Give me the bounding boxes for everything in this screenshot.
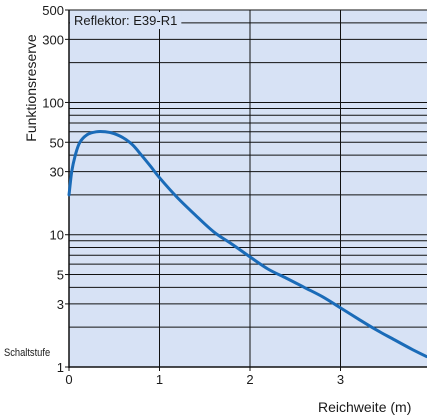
y-tick-label: 500: [42, 3, 64, 18]
x-tick-label: 2: [246, 372, 253, 387]
x-axis-label: Reichweite (m): [318, 399, 411, 415]
y-axis-label: Funktionsreserve: [23, 34, 39, 142]
y-tick-label: 100: [42, 95, 64, 110]
reflector-annotation: Reflektor: E39-R1: [74, 13, 177, 28]
y-baseline-label: Schaltstufe: [4, 347, 50, 359]
y-tick-label: 10: [50, 228, 64, 243]
y-tick-label: 1: [57, 360, 64, 375]
x-tick-label: 1: [156, 372, 163, 387]
y-tick-label: 3: [57, 297, 64, 312]
annotation-background: [70, 12, 182, 29]
y-tick-label: 50: [50, 135, 64, 150]
plot-area: [69, 10, 427, 367]
y-tick-label: 30: [50, 165, 64, 180]
axis-ticks: 13510305010030050001234: [42, 3, 344, 387]
x-tick-label: 3: [337, 372, 344, 387]
gridlines: [68, 9, 427, 368]
x-tick-label: 0: [65, 372, 72, 387]
y-tick-label: 300: [42, 32, 64, 47]
series-line: [67, 130, 427, 358]
y-tick-label: 5: [57, 268, 64, 283]
